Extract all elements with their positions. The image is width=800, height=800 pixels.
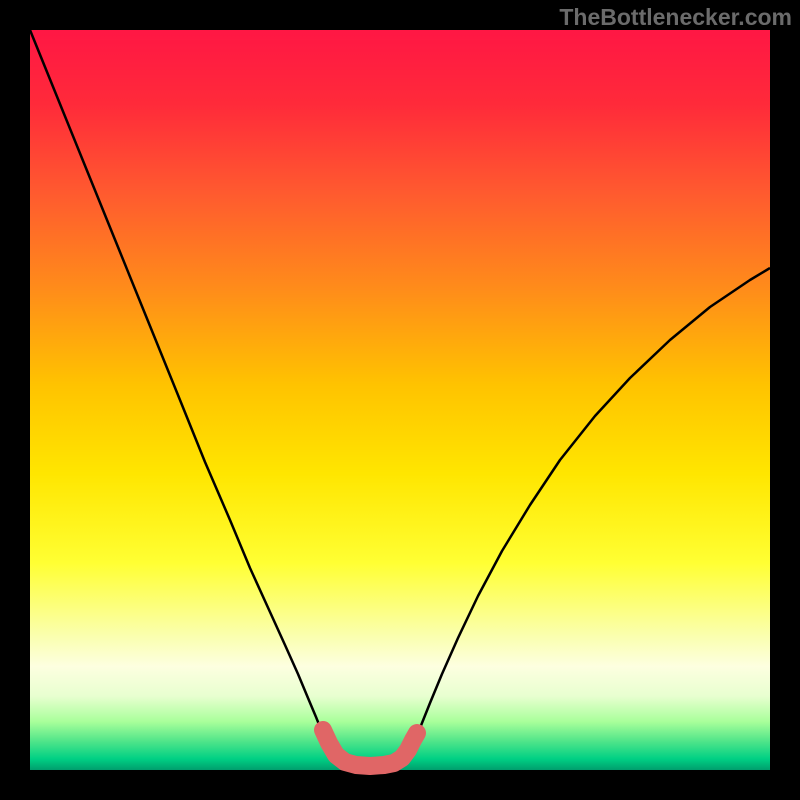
optimal-range-highlight: [323, 730, 417, 766]
bottleneck-curve: [30, 30, 770, 766]
curve-overlay: [0, 0, 800, 800]
chart-container: TheBottlenecker.com: [0, 0, 800, 800]
watermark-text: TheBottlenecker.com: [559, 4, 792, 31]
